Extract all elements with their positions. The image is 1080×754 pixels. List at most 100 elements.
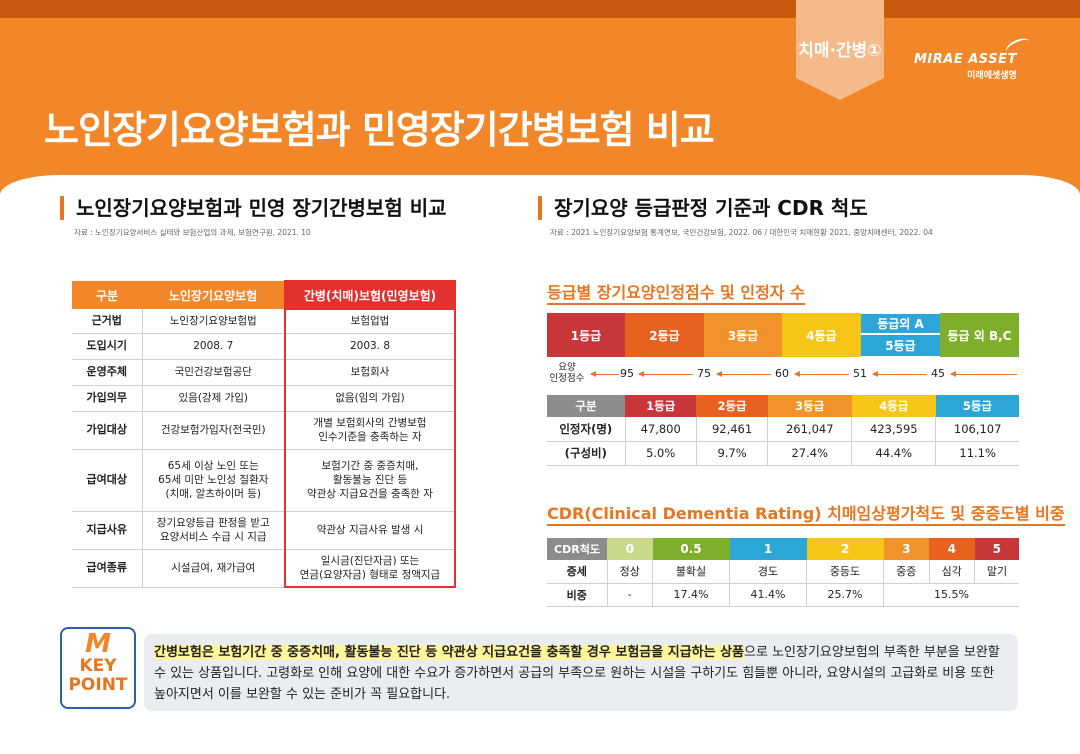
cell: 장기요양등급 판정을 받고 요양서비스 수급 시 지급 (141, 511, 285, 550)
ribbon-label: 치매·간병① (798, 41, 882, 61)
brand-logo: MIRAE ASSET 미래에셋생명 (914, 35, 1033, 81)
cell: 경도 (729, 560, 807, 584)
cell: 중등도 (806, 560, 884, 584)
cell: 27.4% (767, 441, 852, 466)
cell: 개별 보험회사의 간병보험 인수기준을 충족하는 자 (284, 411, 456, 450)
score-label: 요양 인정점수 (549, 362, 585, 384)
cell: 중증 (883, 560, 929, 584)
cell: 보험기간 중 중증치매, 활동불능 진단 등 약관상 지급요건을 충족한 자 (284, 449, 456, 512)
key-point-text: 간병보험은 보험기간 중 중증치매, 활동불능 진단 등 약관상 지급요건을 충… (144, 634, 1018, 711)
row-label: 인정자(명) (547, 417, 625, 442)
cell: 보험업법 (284, 309, 456, 334)
col-header: CDR척도 (547, 538, 607, 560)
grade-extra-a: 등급외 A (861, 314, 940, 335)
key-label: KEY (79, 656, 117, 676)
col-header: 0 (607, 538, 653, 560)
table-row: 가입대상 건강보험가입자(전국민) 개별 보험회사의 간병보험 인수기준을 충족하는… (72, 411, 456, 450)
row-label: 증세 (547, 560, 607, 584)
cell: 불확실 (652, 560, 730, 584)
col-header: 0.5 (652, 538, 730, 560)
row-label: (구성비) (547, 441, 625, 466)
row-label: 지급사유 (72, 511, 142, 550)
cdr-subtitle: CDR(Clinical Dementia Rating) 치매임상평가척도 및… (547, 500, 1065, 526)
cell: 시설급여, 재가급여 (141, 549, 285, 588)
table-row: 인정자(명) 47,800 92,461 261,047 423,595 106… (547, 417, 1019, 442)
col-header: 5등급 (935, 395, 1019, 417)
grade-1: 1등급 (547, 313, 625, 357)
table-row: 가입의무 있음(강제 가입) 없음(임의 가입) (72, 385, 456, 412)
cell: 25.7% (806, 583, 884, 607)
brand-m-icon: M (85, 629, 111, 659)
comparison-table: 구분 노인장기요양보험 간병(치매)보험(민영보험) 근거법 노인장기요양보험법 보… (72, 280, 456, 588)
col-header: 5 (974, 538, 1019, 560)
row-label: 근거법 (72, 309, 142, 334)
table-row: 근거법 노인장기요양보험법 보험업법 (72, 309, 456, 334)
grade-subtitle: 등급별 장기요양인정점수 및 인정자 수 (547, 279, 805, 305)
col-header: 2 (806, 538, 884, 560)
key-point-icon: M KEY POINT (60, 627, 136, 709)
category-ribbon: 치매·간병① (796, 0, 884, 100)
cell: 65세 이상 노인 또는 65세 미만 노인성 질환자 (치매, 알츠하이머 등… (141, 449, 285, 512)
cell: 2008. 7 (141, 333, 285, 360)
grade-bar: 1등급 2등급 3등급 4등급 등급외 A 5등급 등급 외 B,C (547, 313, 1019, 357)
arrow-icon (950, 371, 1017, 377)
col-header: 노인장기요양보험 (142, 281, 285, 309)
cell: 없음(임의 가입) (284, 385, 456, 412)
cell: 92,461 (695, 417, 768, 442)
cell: 노인장기요양보험법 (141, 309, 285, 334)
cell: 국민건강보험공단 (141, 359, 285, 386)
cell: 15.5% (883, 583, 1019, 607)
row-label: 도입시기 (72, 333, 142, 360)
cdr-table: CDR척도 0 0.5 1 2 3 4 5 증세 정상 불확실 경도 중등도 중… (547, 538, 1019, 607)
col-header: 1등급 (625, 395, 697, 417)
score-value: 60 (775, 367, 789, 380)
cell: 심각 (928, 560, 975, 584)
col-header: 간병(치매)보험(민영보험) (284, 280, 456, 310)
table-row: 증세 정상 불확실 경도 중등도 중증 심각 말기 (547, 560, 1019, 584)
grade-extra-a-5: 등급외 A 5등급 (861, 313, 940, 357)
grade-3: 3등급 (704, 313, 782, 357)
row-label: 가입의무 (72, 385, 142, 412)
cell: 9.7% (695, 441, 768, 466)
cell: 17.4% (652, 583, 730, 607)
cell: 261,047 (767, 417, 852, 442)
cell: 2003. 8 (284, 333, 456, 360)
grade-table: 구분 1등급 2등급 3등급 4등급 5등급 인정자(명) 47,800 92,… (547, 395, 1019, 466)
col-header: 4등급 (851, 395, 936, 417)
cell: 423,595 (851, 417, 936, 442)
score-value: 75 (697, 367, 711, 380)
cell: 말기 (974, 560, 1019, 584)
key-point-body: 으로 노인장기요양보험의 부족한 부분을 보완할 수 있는 상품입니다. 고령화… (154, 645, 1000, 702)
table-row: 운영주체 국민건강보험공단 보험회사 (72, 359, 456, 386)
arrow-icon (872, 371, 927, 377)
cell: 5.0% (624, 441, 697, 466)
table-row: 급여대상 65세 이상 노인 또는 65세 미만 노인성 질환자 (치매, 알츠하… (72, 449, 456, 512)
col-header: 2등급 (696, 395, 768, 417)
col-header: 3등급 (767, 395, 852, 417)
arrow-icon (716, 371, 771, 377)
row-label: 가입대상 (72, 411, 142, 450)
brand-name-en: MIRAE ASSET (914, 52, 1017, 67)
table-row: 급여종류 시설급여, 재가급여 일시금(진단자금) 또는 연금(요양자금) 형태로 … (72, 549, 456, 588)
right-source: 자료 : 2021 노인장기요양보험 통계연보, 국민건강보험, 2022. 0… (550, 228, 933, 237)
table-row: (구성비) 5.0% 9.7% 27.4% 44.4% 11.1% (547, 441, 1019, 466)
cell: 106,107 (935, 417, 1019, 442)
grade-2: 2등급 (625, 313, 704, 357)
cell: 있음(강제 가입) (141, 385, 285, 412)
score-scale: 요양 인정점수 95 75 60 51 45 (547, 362, 1019, 386)
score-value: 45 (931, 367, 945, 380)
arrow-icon (590, 371, 619, 377)
cell: 47,800 (624, 417, 697, 442)
cell: - (606, 583, 653, 607)
key-point-highlight: 간병보험은 보험기간 중 중증치매, 활동불능 진단 등 약관상 지급요건을 충… (154, 645, 745, 660)
score-value: 95 (620, 367, 634, 380)
col-header: 1 (729, 538, 807, 560)
table-row: 도입시기 2008. 7 2003. 8 (72, 333, 456, 360)
grade-5: 5등급 (861, 335, 940, 356)
row-label: 비중 (547, 583, 607, 607)
col-header: 구분 (72, 281, 142, 309)
arrow-icon (794, 371, 849, 377)
row-label: 급여종류 (72, 549, 142, 588)
table-row: 비중 - 17.4% 41.4% 25.7% 15.5% (547, 583, 1019, 607)
left-section-title: 노인장기요양보험과 민영 장기간병보험 비교 (60, 196, 447, 220)
